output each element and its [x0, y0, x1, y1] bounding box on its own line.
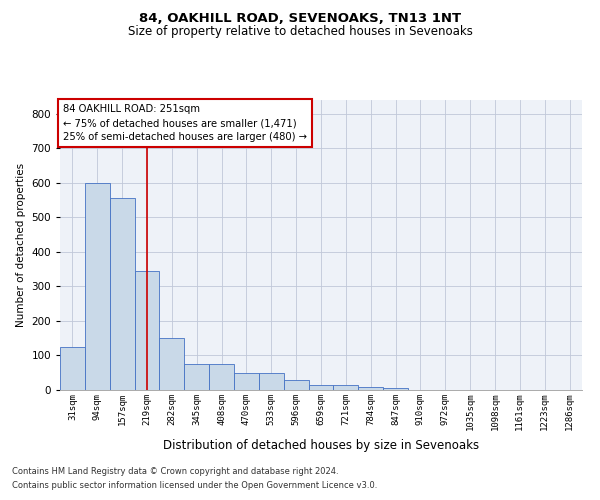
Bar: [160, 338, 184, 390]
Text: 84, OAKHILL ROAD, SEVENOAKS, TN13 1NT: 84, OAKHILL ROAD, SEVENOAKS, TN13 1NT: [139, 12, 461, 26]
Bar: [85, 183, 110, 390]
Bar: [234, 372, 259, 390]
Bar: [134, 271, 160, 390]
Text: Size of property relative to detached houses in Sevenoaks: Size of property relative to detached ho…: [128, 25, 472, 38]
Bar: [383, 388, 408, 390]
Bar: [259, 372, 284, 390]
Bar: [60, 347, 85, 390]
Bar: [110, 198, 134, 390]
Text: Contains public sector information licensed under the Open Government Licence v3: Contains public sector information licen…: [12, 481, 377, 490]
Bar: [308, 385, 334, 390]
Bar: [358, 386, 383, 390]
Bar: [184, 364, 209, 390]
Bar: [284, 380, 308, 390]
Bar: [334, 385, 358, 390]
Text: Contains HM Land Registry data © Crown copyright and database right 2024.: Contains HM Land Registry data © Crown c…: [12, 467, 338, 476]
Text: 84 OAKHILL ROAD: 251sqm
← 75% of detached houses are smaller (1,471)
25% of semi: 84 OAKHILL ROAD: 251sqm ← 75% of detache…: [62, 104, 307, 142]
X-axis label: Distribution of detached houses by size in Sevenoaks: Distribution of detached houses by size …: [163, 438, 479, 452]
Y-axis label: Number of detached properties: Number of detached properties: [16, 163, 26, 327]
Bar: [209, 364, 234, 390]
